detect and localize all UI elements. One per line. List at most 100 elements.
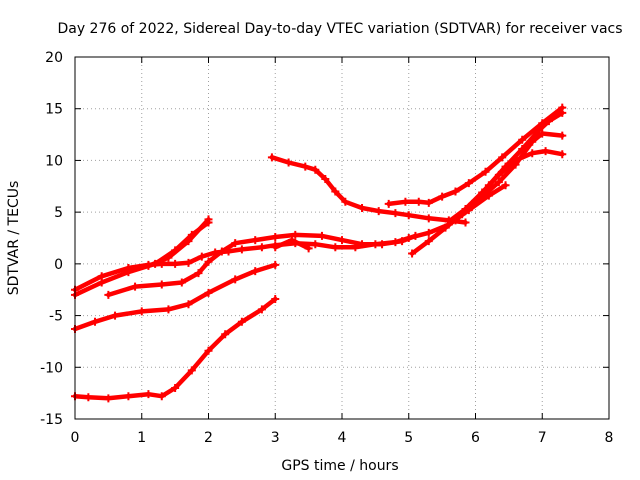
data-point [374,207,383,216]
data-point [84,393,93,402]
data-point [311,165,320,174]
data-point [414,197,423,206]
axis-ticks: 0 1 2 3 4 5 6 7 8 -15 -10 -5 0 5 10 15 20 [40,50,613,446]
data-point [451,187,460,196]
data-point [204,346,213,355]
data-point [331,243,340,252]
data-point [501,162,510,171]
y-tick-label: -10 [40,360,63,376]
data-point [464,179,473,188]
data-point [171,383,180,392]
data-point [257,243,266,252]
data-point [111,311,120,320]
data-point [237,317,246,326]
data-point [291,230,300,239]
data-point [444,217,453,226]
data-point [424,228,433,237]
series-line-arc-12 [453,110,565,223]
data-point [287,236,296,245]
data-point [528,149,537,158]
data-point [204,288,213,297]
data-point [157,392,166,401]
data-point [384,199,393,208]
data-point [184,258,193,267]
data-point [461,218,470,227]
x-tick-label: 0 [71,430,80,446]
data-point [184,300,193,309]
y-tick-label: 0 [54,257,63,273]
data-point [518,135,527,144]
data-point [204,215,213,224]
data-point [124,263,133,272]
data-point [271,232,280,241]
chart-title: Day 276 of 2022, Sidereal Day-to-day VTE… [57,21,622,37]
data-point [391,238,400,247]
data-point [164,253,173,262]
data-point [271,243,280,252]
x-tick-label: 1 [137,430,146,446]
data-point [131,282,140,291]
data-point [321,175,330,184]
data-point [317,231,326,240]
data-point [187,366,196,375]
data-point [451,216,460,225]
data-point [541,147,550,156]
data-point [271,260,280,269]
data-point [558,131,567,140]
x-axis-label: GPS time / hours [281,458,398,474]
x-tick-label: 3 [271,430,280,446]
data-point [164,305,173,314]
data-point [104,394,113,403]
data-point [391,209,400,218]
data-point [237,245,246,254]
data-point [224,247,233,256]
data-point [194,269,203,278]
y-tick-label: -15 [40,412,63,428]
data-point [404,234,413,242]
data-point [184,237,193,246]
x-tick-label: 8 [605,430,614,446]
data-point [157,280,166,289]
data-point [104,290,113,299]
data-point [257,305,266,314]
data-point [338,236,346,245]
series-line-arc-2 [72,262,278,332]
data-point [501,181,510,190]
y-tick-label: 20 [45,50,63,66]
data-point [441,223,450,232]
data-point [251,267,260,276]
y-tick-label: 10 [45,153,63,169]
x-tick-label: 7 [538,430,547,446]
data-point [498,153,507,162]
y-tick-label: 15 [45,102,63,118]
data-point [91,317,100,326]
data-point [468,199,477,208]
data-point [438,192,447,201]
data-point [518,145,527,154]
data-point [404,211,413,220]
data-point [408,249,417,258]
x-tick-label: 2 [204,430,213,446]
data-point [558,150,567,159]
data-point [401,197,410,206]
x-tick-label: 5 [404,430,413,446]
data-point [171,259,180,268]
data-series [71,103,567,403]
y-axis-label: SDTVAR / TECUs [6,181,22,296]
data-point [301,162,310,171]
data-point [231,275,240,284]
data-point [304,244,313,253]
data-point [371,240,380,249]
data-point [494,178,503,187]
data-point [544,117,553,126]
data-point [341,197,350,206]
data-point [197,252,206,261]
data-point [144,390,153,399]
data-point [331,187,340,196]
data-point [251,236,260,245]
x-tick-label: 4 [338,430,347,446]
data-point [271,295,280,304]
data-point [124,392,133,401]
